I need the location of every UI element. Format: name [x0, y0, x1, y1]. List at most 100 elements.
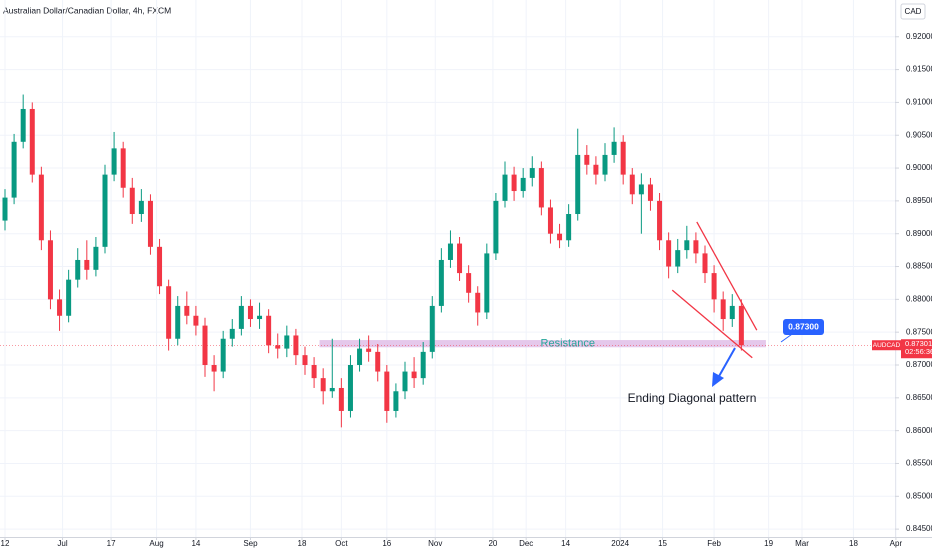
candle-body [193, 315, 199, 326]
candle-body [175, 305, 181, 339]
candle-body [684, 240, 690, 251]
candle-body [557, 233, 563, 241]
candle-body [202, 325, 208, 366]
candle-body [738, 305, 744, 346]
candle-body [393, 391, 399, 411]
countdown-label: 02:56:36 [905, 347, 932, 356]
candle-body [420, 351, 426, 379]
candle-body [147, 200, 153, 247]
candle-body [384, 371, 390, 411]
last-price-label: 0.87301 [905, 339, 932, 348]
candle-body [38, 174, 44, 241]
candle-body [311, 365, 317, 379]
x-tick-label: 18 [849, 539, 858, 548]
candle-body [302, 355, 308, 366]
candle-body [329, 387, 335, 392]
x-tick-label: 17 [107, 539, 116, 548]
candle-body [120, 148, 126, 188]
candle-body [375, 351, 381, 372]
x-tick-label: 15 [658, 539, 667, 548]
candle-body [229, 328, 235, 339]
callout-box [783, 319, 824, 335]
candle-body [457, 243, 463, 274]
arrow-head [712, 372, 724, 387]
candle-body [66, 279, 72, 316]
candle-body [729, 305, 735, 320]
candle-body [211, 365, 217, 372]
candle-body [611, 141, 617, 155]
chart-title: Australian Dollar/Canadian Dollar, 4h, F… [3, 5, 171, 15]
candle-body [238, 305, 244, 329]
candle-body [720, 299, 726, 320]
candle-body [184, 305, 190, 316]
candle-body [247, 305, 253, 320]
candle-body [466, 273, 472, 293]
trendline [671, 289, 753, 359]
candle-body [475, 292, 481, 313]
candle-body [2, 197, 8, 221]
candle-body [220, 338, 226, 372]
candle-body [502, 174, 508, 201]
candle-body [57, 299, 63, 316]
candle-body [402, 371, 408, 392]
candle-body [675, 250, 681, 267]
candle-body [620, 141, 626, 175]
candle-body [129, 187, 135, 215]
candle-body [693, 240, 699, 254]
x-tick-label: Jul [57, 539, 67, 548]
arrow-shaft [717, 347, 736, 379]
candle-body [702, 253, 708, 274]
candle-body [157, 246, 163, 287]
last-price-tag [901, 339, 932, 359]
x-tick-label: Apr [890, 539, 903, 548]
candle-body [293, 335, 299, 356]
x-tick-label: Dec [519, 539, 533, 548]
candle-body [284, 335, 290, 349]
candle-body [102, 174, 108, 247]
x-tick-label: 18 [298, 539, 307, 548]
x-tick-label: 16 [382, 539, 391, 548]
x-tick-label: Oct [335, 539, 348, 548]
candle-body [547, 207, 553, 234]
candle-body [657, 200, 663, 241]
y-tick-label: 0.84500 [906, 524, 932, 533]
candle-body [338, 387, 344, 411]
resistance-zone [319, 340, 766, 348]
x-tick-label: Sep [243, 539, 258, 548]
x-tick-label: 14 [561, 539, 570, 548]
candle-body [566, 214, 572, 241]
currency-box[interactable] [900, 3, 926, 20]
candle-body [575, 154, 581, 215]
candle-body [511, 174, 517, 192]
candle-body [166, 286, 172, 339]
candle-body [447, 243, 453, 260]
candle-body [411, 371, 417, 379]
candle-body [11, 141, 17, 198]
candle-body [629, 174, 635, 195]
candle-body [93, 246, 99, 270]
candle-body [257, 315, 263, 320]
candle-body [20, 108, 26, 142]
currency-label: CAD [905, 7, 922, 16]
candle-body [84, 259, 90, 270]
candle-body [711, 273, 717, 300]
x-tick-label: Feb [707, 539, 721, 548]
candle-body [111, 148, 117, 175]
candle-body [602, 154, 608, 175]
